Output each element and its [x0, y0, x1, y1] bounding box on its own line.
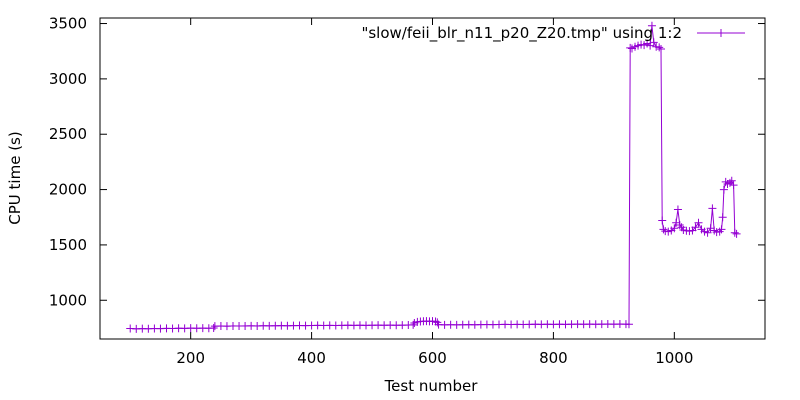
data-point	[703, 228, 712, 237]
legend-marker	[717, 29, 725, 37]
x-axis-label: Test number	[384, 377, 479, 395]
series-line	[130, 25, 737, 330]
data-point	[730, 228, 739, 237]
axis-tick-labels: 200 400 600 800 1000 1000 1500 2000 2500 3000 3500	[49, 15, 694, 367]
data-point	[658, 216, 667, 225]
data-point	[673, 205, 682, 214]
y-axis-label: CPU time (s)	[6, 131, 24, 224]
x-tick-label: 200	[176, 349, 205, 367]
x-tick-label: 800	[539, 349, 568, 367]
data-point	[646, 41, 655, 50]
data-point	[409, 320, 418, 329]
data-point	[433, 318, 442, 327]
data-point	[659, 225, 668, 234]
data-point	[719, 185, 728, 194]
data-point	[691, 223, 700, 232]
series-layer	[126, 21, 741, 333]
x-tick-label: 400	[297, 349, 326, 367]
x-tick-label: 1000	[655, 349, 693, 367]
plot-frame	[99, 17, 766, 340]
data-point	[727, 176, 736, 185]
data-point	[694, 218, 703, 227]
data-point	[718, 213, 727, 222]
data-point	[732, 229, 741, 238]
data-point	[708, 204, 717, 213]
y-tick-label: 1500	[49, 236, 87, 254]
data-point	[626, 43, 635, 52]
legend-marker-plus	[717, 29, 725, 37]
legend-label: "slow/feii_blr_n11_p20_Z20.tmp" using 1:…	[361, 24, 682, 43]
data-point	[655, 43, 664, 52]
y-tick-label: 3000	[49, 70, 87, 88]
y-tick-label: 3500	[49, 15, 87, 33]
data-point	[649, 38, 658, 47]
y-tick-label: 2500	[49, 125, 87, 143]
data-point	[721, 177, 730, 186]
data-point	[647, 21, 656, 30]
data-point	[717, 225, 726, 234]
data-point	[657, 44, 666, 53]
data-point	[624, 320, 633, 329]
y-tick-label: 2000	[49, 181, 87, 199]
data-point	[670, 224, 679, 233]
data-point	[729, 181, 738, 190]
y-tick-label: 1000	[49, 291, 87, 309]
x-tick-label: 600	[418, 349, 447, 367]
legend: "slow/feii_blr_n11_p20_Z20.tmp" using 1:…	[361, 24, 745, 43]
data-point	[209, 324, 218, 333]
axis-ticks	[100, 18, 765, 339]
